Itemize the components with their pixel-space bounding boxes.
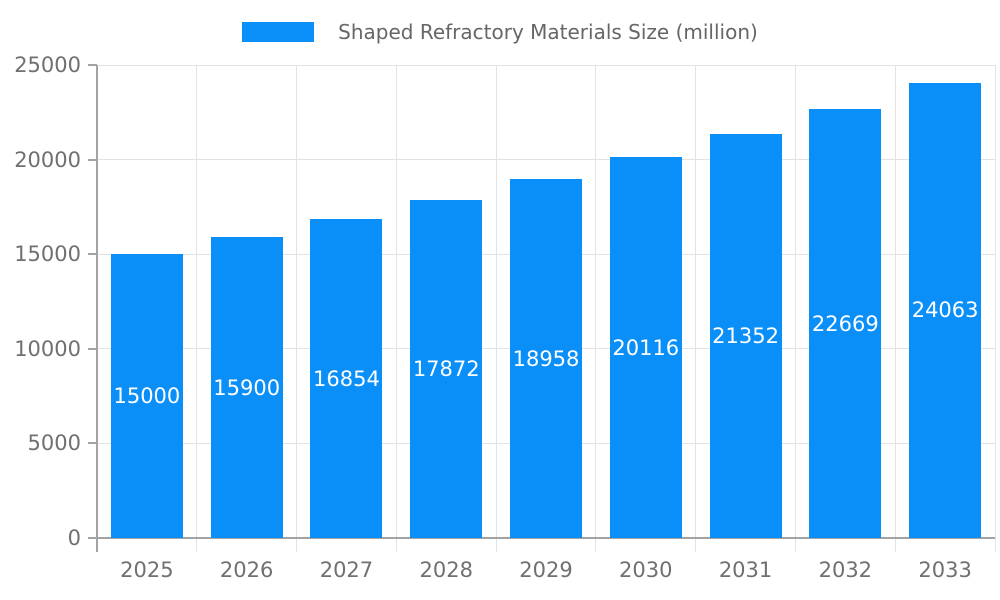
y-axis-tick-label: 10000 bbox=[14, 336, 81, 361]
y-axis-tick-label: 20000 bbox=[14, 147, 81, 172]
x-tick-mark bbox=[196, 538, 198, 552]
bar[interactable] bbox=[110, 254, 183, 538]
x-axis-tick-label: 2030 bbox=[619, 558, 673, 582]
y-tick-mark bbox=[88, 537, 97, 539]
v-gridline bbox=[595, 65, 597, 538]
v-gridline bbox=[894, 65, 896, 538]
bar[interactable] bbox=[809, 109, 882, 538]
y-tick-mark bbox=[88, 158, 97, 161]
v-gridline bbox=[495, 65, 497, 538]
bar[interactable] bbox=[909, 82, 982, 538]
v-gridline bbox=[695, 65, 697, 538]
x-tick-mark bbox=[495, 538, 497, 552]
y-tick-mark bbox=[88, 347, 97, 350]
x-tick-mark bbox=[894, 538, 896, 552]
bar[interactable] bbox=[210, 237, 283, 538]
x-axis-tick-label: 2027 bbox=[319, 558, 374, 582]
y-tick-mark bbox=[88, 442, 97, 445]
x-tick-mark bbox=[595, 538, 597, 552]
bar[interactable] bbox=[510, 179, 582, 538]
x-tick-mark bbox=[695, 538, 697, 552]
x-axis-tick-label: 2031 bbox=[718, 558, 773, 582]
x-axis-tick-label: 2032 bbox=[818, 558, 873, 582]
bar[interactable] bbox=[709, 134, 782, 538]
v-gridline bbox=[196, 65, 198, 538]
bar[interactable] bbox=[310, 219, 383, 538]
y-axis-tick-label: 25000 bbox=[14, 53, 81, 77]
x-tick-mark bbox=[96, 538, 98, 552]
v-gridline bbox=[296, 65, 298, 538]
chart-legend[interactable]: Shaped Refractory Materials Size (millio… bbox=[0, 21, 1000, 43]
x-axis-tick-label: 2028 bbox=[419, 558, 473, 582]
x-tick-mark bbox=[395, 538, 397, 552]
legend-swatch bbox=[242, 22, 315, 42]
x-tick-mark bbox=[994, 538, 996, 552]
y-axis-tick-label: 5000 bbox=[27, 431, 81, 456]
y-axis-line bbox=[96, 65, 98, 552]
x-tick-mark bbox=[296, 538, 298, 552]
x-axis-tick-label: 2025 bbox=[120, 558, 174, 582]
v-gridline bbox=[794, 65, 796, 538]
y-axis-tick-label: 15000 bbox=[14, 242, 81, 267]
legend-label: Shaped Refractory Materials Size (millio… bbox=[338, 20, 758, 44]
x-tick-mark bbox=[794, 538, 796, 552]
v-gridline bbox=[395, 65, 397, 538]
bar[interactable] bbox=[410, 199, 483, 538]
bar[interactable] bbox=[609, 157, 682, 538]
v-gridline bbox=[994, 65, 996, 538]
y-tick-mark bbox=[88, 64, 97, 66]
x-axis-tick-label: 2033 bbox=[918, 558, 972, 582]
y-axis-tick-label: 0 bbox=[67, 526, 81, 550]
y-tick-mark bbox=[88, 253, 97, 256]
x-axis-tick-label: 2029 bbox=[519, 558, 573, 582]
x-axis-tick-label: 2026 bbox=[219, 558, 274, 582]
h-gridline bbox=[97, 64, 995, 66]
